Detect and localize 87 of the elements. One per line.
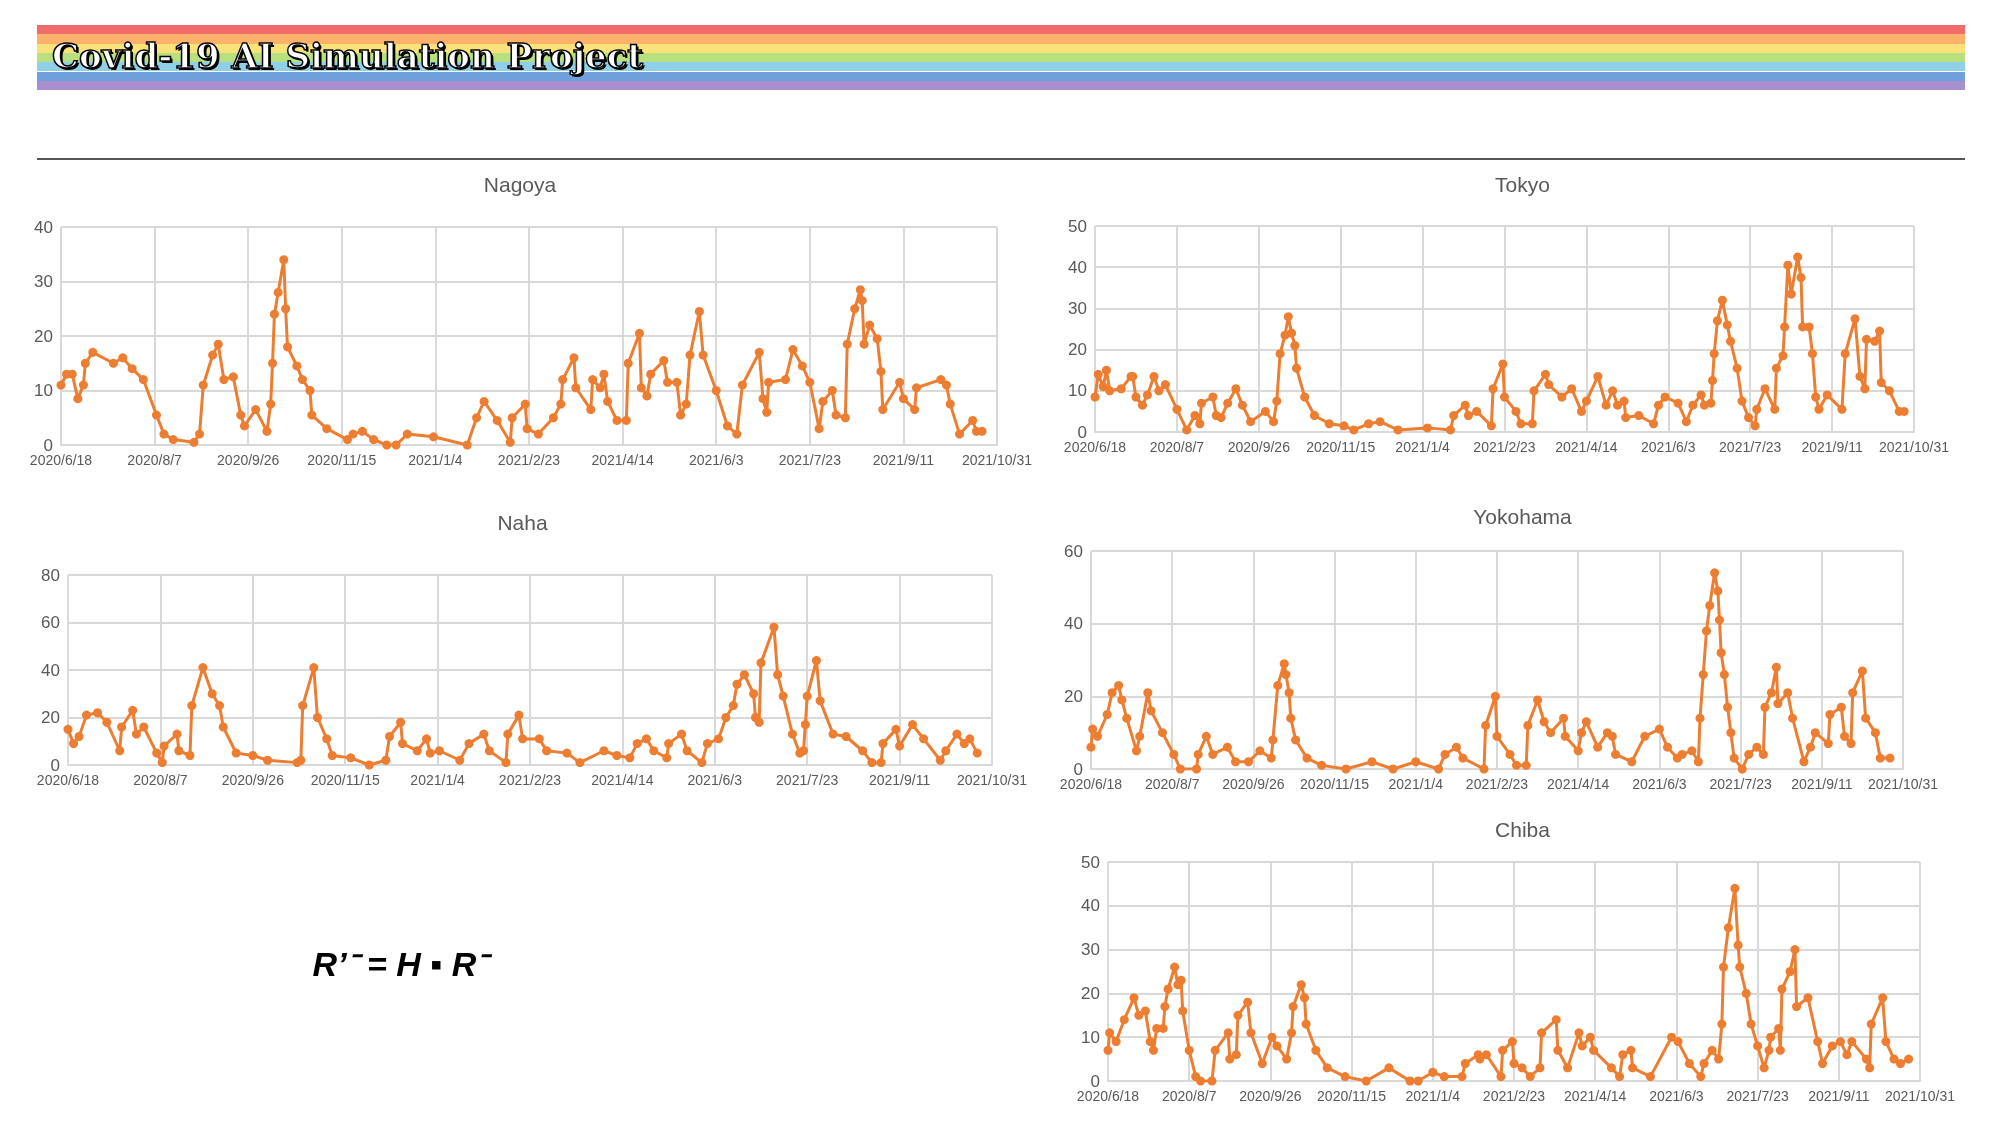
x-tick-label: 2021/1/4	[1395, 439, 1451, 455]
chart-title: Naha	[497, 511, 548, 534]
text: R’⁻ = H ▪ R⁻	[311, 944, 493, 985]
x-tick-label: 2021/4/14	[591, 772, 654, 788]
x-tick-label: 2021/6/3	[1632, 776, 1687, 792]
x-tick-label: 2020/11/15	[1306, 439, 1376, 455]
chart-title: Yokohama	[1473, 505, 1573, 528]
y-tick-label: 0	[43, 435, 53, 455]
x-tick-label: 2021/4/14	[591, 452, 654, 468]
y-tick-label: 40	[1081, 896, 1100, 916]
x-tick-label: 2021/4/14	[1564, 1088, 1627, 1104]
y-tick-label: 10	[1081, 1027, 1100, 1047]
chart-title: Tokyo	[1495, 173, 1550, 196]
x-tick-label: 2020/8/7	[1144, 776, 1200, 792]
x-tick-label: 2021/6/3	[1641, 439, 1696, 455]
x-tick-label: 2020/6/18	[1063, 439, 1127, 455]
y-tick-label: 30	[34, 272, 53, 291]
y-tick-label: 60	[1064, 541, 1083, 561]
x-tick-label: 2020/11/15	[1300, 776, 1370, 792]
y-tick-label: 40	[1068, 257, 1087, 277]
x-tick-label: 2021/10/31	[1884, 1088, 1956, 1104]
x-tick-label: 2021/10/31	[1867, 776, 1939, 792]
x-tick-label: 2021/2/23	[1473, 439, 1536, 455]
x-tick-label: 2021/7/23	[1709, 776, 1772, 792]
x-tick-label: 2021/1/4	[408, 452, 463, 468]
y-tick-label: 40	[41, 660, 60, 680]
y-tick-label: 10	[34, 381, 53, 400]
x-tick-label: 2020/9/26	[1222, 776, 1285, 792]
x-tick-label: 2020/9/26	[1239, 1088, 1302, 1104]
chart-title: Nagoya	[483, 173, 557, 196]
y-tick-label: 20	[1068, 340, 1087, 360]
x-tick-label: 2021/6/3	[687, 772, 743, 788]
x-tick-label: 2020/9/26	[1227, 439, 1291, 455]
x-tick-label: 2021/10/31	[956, 772, 1028, 788]
x-tick-label: 2021/10/31	[961, 452, 1033, 468]
x-tick-label: 2020/11/15	[310, 772, 380, 788]
y-tick-label: 20	[1081, 983, 1100, 1003]
y-tick-label: 20	[41, 708, 60, 727]
x-tick-label: 2021/7/23	[776, 772, 839, 788]
x-tick-label: 2021/1/4	[1388, 776, 1444, 792]
y-tick-label: 20	[1064, 686, 1083, 706]
x-tick-label: 2020/9/26	[221, 772, 285, 788]
x-tick-label: 2021/9/11	[1801, 439, 1863, 455]
x-tick-label: 2021/7/23	[1719, 439, 1782, 455]
x-tick-label: 2021/2/23	[497, 452, 561, 468]
y-tick-label: 0	[1077, 422, 1087, 442]
y-tick-label: 60	[41, 613, 60, 632]
x-tick-label: 2020/11/15	[1317, 1088, 1387, 1104]
x-tick-label: 2020/11/15	[307, 452, 377, 468]
y-tick-label: 80	[41, 565, 60, 585]
x-tick-label: 2021/7/23	[1726, 1088, 1789, 1104]
x-tick-label: 2020/9/26	[217, 452, 280, 468]
x-tick-label: 2020/8/7	[133, 772, 188, 788]
x-tick-label: 2020/6/18	[36, 772, 100, 788]
x-tick-label: 2021/9/11	[868, 772, 931, 788]
x-tick-label: 2021/9/11	[872, 452, 935, 468]
y-tick-label: 50	[1068, 216, 1087, 236]
x-tick-label: 2021/10/31	[1878, 439, 1950, 455]
y-tick-label: 0	[1073, 759, 1083, 779]
y-tick-label: 20	[34, 326, 53, 346]
y-tick-label: 30	[1081, 940, 1100, 960]
x-tick-label: 2021/4/14	[1547, 776, 1610, 792]
x-tick-label: 2020/8/7	[127, 452, 183, 468]
x-tick-label: 2021/9/11	[1808, 1088, 1870, 1104]
x-tick-label: 2020/6/18	[29, 452, 93, 468]
y-tick-label: 0	[1090, 1071, 1100, 1091]
x-tick-label: 2021/1/4	[410, 772, 466, 788]
x-tick-label: 2021/6/3	[688, 452, 744, 468]
y-tick-label: 10	[1068, 381, 1087, 401]
y-tick-label: 30	[1068, 298, 1087, 318]
x-tick-label: 2020/6/18	[1076, 1088, 1140, 1104]
y-tick-label: 40	[34, 217, 53, 237]
chart-title: Chiba	[1495, 818, 1551, 841]
x-tick-label: 2021/2/23	[1465, 776, 1529, 792]
y-tick-label: 0	[50, 755, 60, 775]
y-tick-label: 50	[1081, 852, 1100, 872]
x-tick-label: 2021/4/14	[1555, 439, 1618, 455]
x-tick-label: 2021/1/4	[1405, 1088, 1461, 1104]
x-tick-label: 2020/8/7	[1161, 1088, 1217, 1104]
x-tick-label: 2020/8/7	[1149, 439, 1205, 455]
x-tick-label: 2021/2/23	[1482, 1088, 1546, 1104]
x-tick-label: 2021/6/3	[1649, 1088, 1704, 1104]
x-tick-label: 2021/9/11	[1791, 776, 1853, 792]
x-tick-label: 2021/2/23	[498, 772, 562, 788]
y-tick-label: 40	[1064, 614, 1083, 634]
x-tick-label: 2020/6/18	[1059, 776, 1123, 792]
x-tick-label: 2021/7/23	[778, 452, 842, 468]
